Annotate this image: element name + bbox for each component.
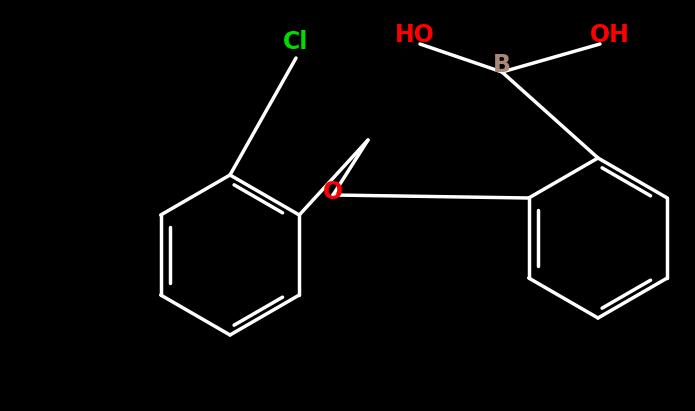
Text: Cl: Cl bbox=[284, 30, 309, 54]
Text: OH: OH bbox=[590, 23, 630, 47]
Text: B: B bbox=[493, 53, 511, 77]
Text: HO: HO bbox=[395, 23, 435, 47]
Text: O: O bbox=[323, 180, 343, 204]
